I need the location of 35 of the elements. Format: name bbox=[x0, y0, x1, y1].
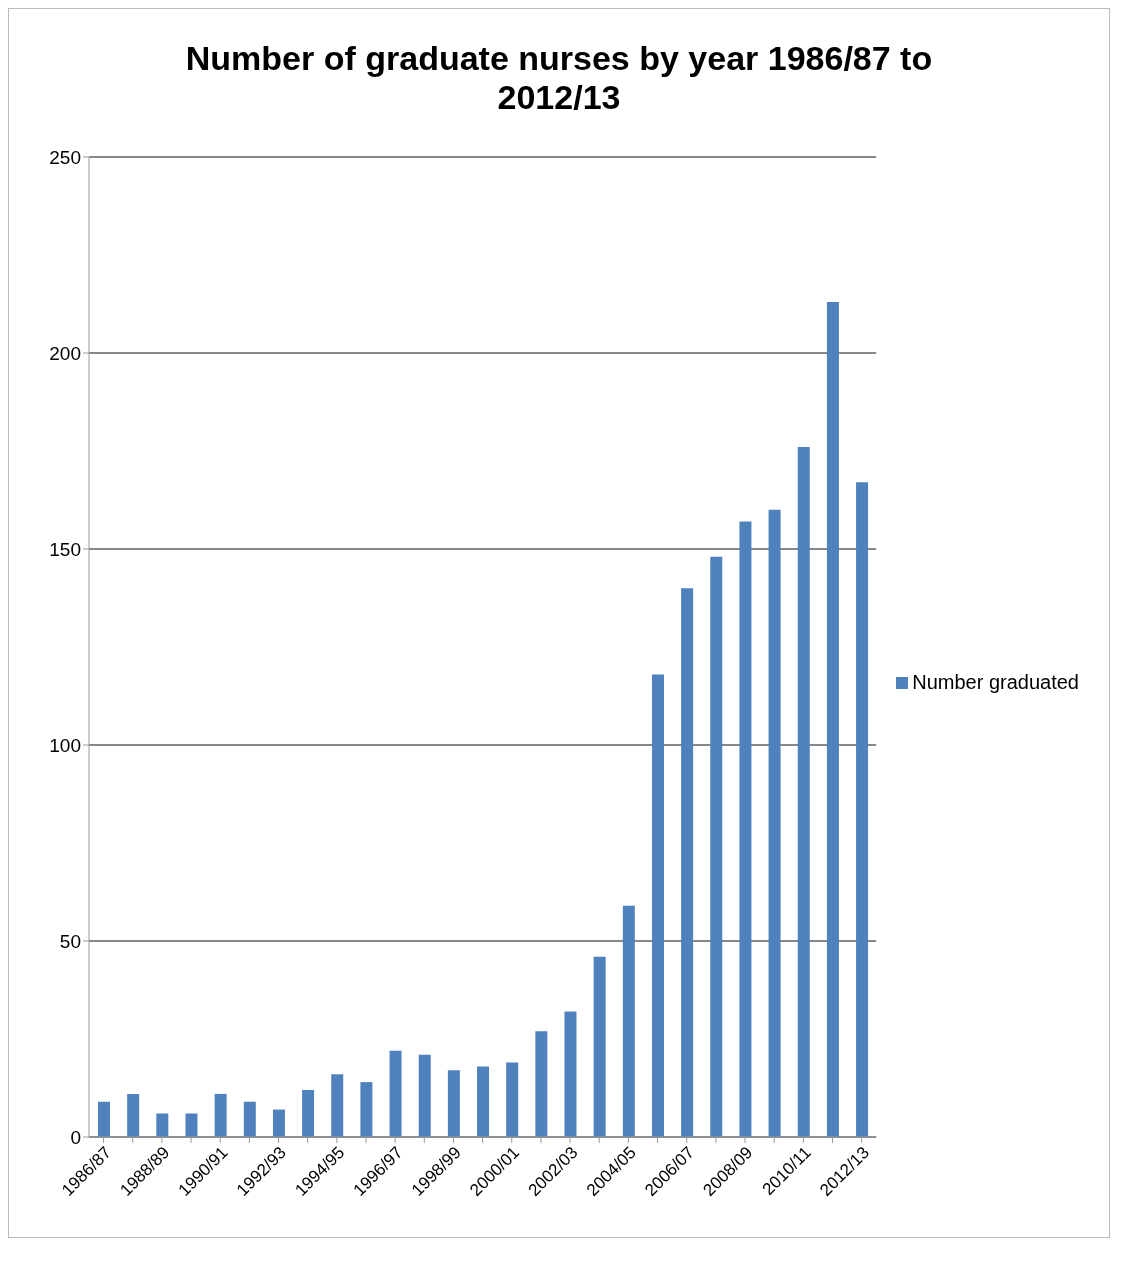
bar bbox=[214, 1093, 227, 1137]
bar bbox=[272, 1109, 285, 1137]
bar bbox=[243, 1101, 256, 1137]
bar bbox=[564, 1011, 577, 1137]
y-tick-label: 250 bbox=[49, 146, 81, 168]
y-tick-label: 150 bbox=[49, 538, 81, 560]
bar bbox=[506, 1062, 519, 1137]
bar bbox=[418, 1054, 431, 1137]
bar bbox=[156, 1113, 169, 1137]
y-tick-label: 200 bbox=[49, 342, 81, 364]
bar bbox=[739, 521, 752, 1137]
bar bbox=[447, 1070, 460, 1137]
bar bbox=[360, 1082, 373, 1137]
bar bbox=[331, 1074, 344, 1137]
y-tick-label: 0 bbox=[70, 1126, 81, 1148]
bar bbox=[593, 956, 606, 1137]
bar bbox=[768, 509, 781, 1137]
bar bbox=[477, 1066, 490, 1137]
bar bbox=[856, 482, 869, 1137]
bar bbox=[389, 1050, 402, 1137]
bar bbox=[535, 1031, 548, 1137]
bar bbox=[797, 447, 810, 1137]
legend-label: Number graduated bbox=[912, 670, 1079, 693]
y-tick-label: 100 bbox=[49, 734, 81, 756]
bar bbox=[826, 302, 839, 1137]
bar bbox=[185, 1113, 198, 1137]
bar bbox=[710, 556, 723, 1137]
bar bbox=[98, 1101, 110, 1137]
y-tick-label: 50 bbox=[59, 930, 81, 952]
bar bbox=[681, 588, 694, 1137]
bar bbox=[651, 674, 664, 1137]
chart-title: Number of graduate nurses by year 1986/87 to 2012/13 bbox=[184, 38, 934, 118]
bar bbox=[622, 905, 635, 1137]
bar bbox=[127, 1093, 140, 1137]
bar bbox=[302, 1089, 315, 1137]
